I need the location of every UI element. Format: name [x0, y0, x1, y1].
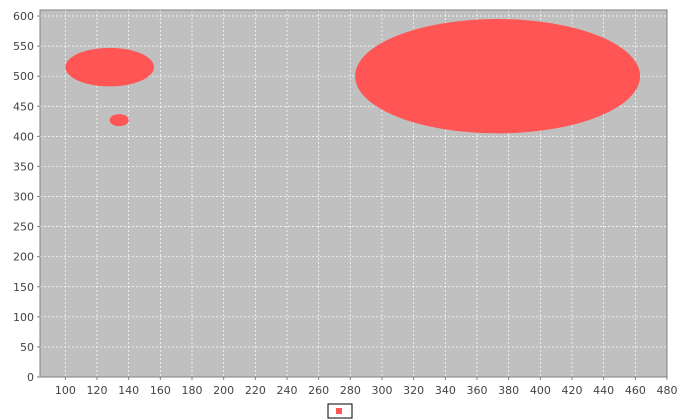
- x-axis: 100 120 140 160 180 200 220 240 260 280 300 320 340 3…: [55, 377, 678, 397]
- x-tick-label: 280: [340, 384, 361, 397]
- bubble: [65, 47, 154, 87]
- x-tick-label: 300: [372, 384, 393, 397]
- bubble: [109, 114, 129, 127]
- bubble: [355, 19, 641, 134]
- y-tick-label: 550: [13, 40, 34, 53]
- x-tick-label: 320: [403, 384, 424, 397]
- legend-swatch: [336, 408, 342, 414]
- y-axis: 0 50 100 150 200 250 300 350 400 450 500 550 600: [13, 10, 40, 384]
- y-tick-label: 250: [13, 221, 34, 234]
- y-tick-label: 500: [13, 70, 34, 83]
- y-tick-label: 100: [13, 311, 34, 324]
- y-tick-label: 400: [13, 130, 34, 143]
- x-tick-label: 340: [435, 384, 456, 397]
- y-tick-label: 600: [13, 10, 34, 23]
- x-tick-label: 220: [245, 384, 266, 397]
- x-tick-label: 240: [277, 384, 298, 397]
- x-tick-label: 160: [150, 384, 171, 397]
- x-tick-label: 140: [118, 384, 139, 397]
- x-tick-label: 460: [625, 384, 646, 397]
- legend: [327, 403, 353, 419]
- y-tick-label: 300: [13, 191, 34, 204]
- x-tick-label: 380: [498, 384, 519, 397]
- y-tick-label: 200: [13, 251, 34, 264]
- x-tick-label: 260: [308, 384, 329, 397]
- x-tick-label: 200: [213, 384, 234, 397]
- y-tick-label: 0: [27, 371, 34, 384]
- x-tick-label: 440: [593, 384, 614, 397]
- y-tick-label: 50: [20, 341, 34, 354]
- x-tick-label: 420: [562, 384, 583, 397]
- x-tick-label: 480: [657, 384, 678, 397]
- y-tick-label: 350: [13, 160, 34, 173]
- x-tick-label: 180: [182, 384, 203, 397]
- x-tick-label: 400: [530, 384, 551, 397]
- y-tick-label: 150: [13, 281, 34, 294]
- x-tick-label: 100: [55, 384, 76, 397]
- y-tick-label: 450: [13, 100, 34, 113]
- plot-border: [39, 9, 668, 378]
- x-tick-label: 120: [87, 384, 108, 397]
- bubbles-layer: [65, 19, 641, 134]
- x-tick-label: 360: [467, 384, 488, 397]
